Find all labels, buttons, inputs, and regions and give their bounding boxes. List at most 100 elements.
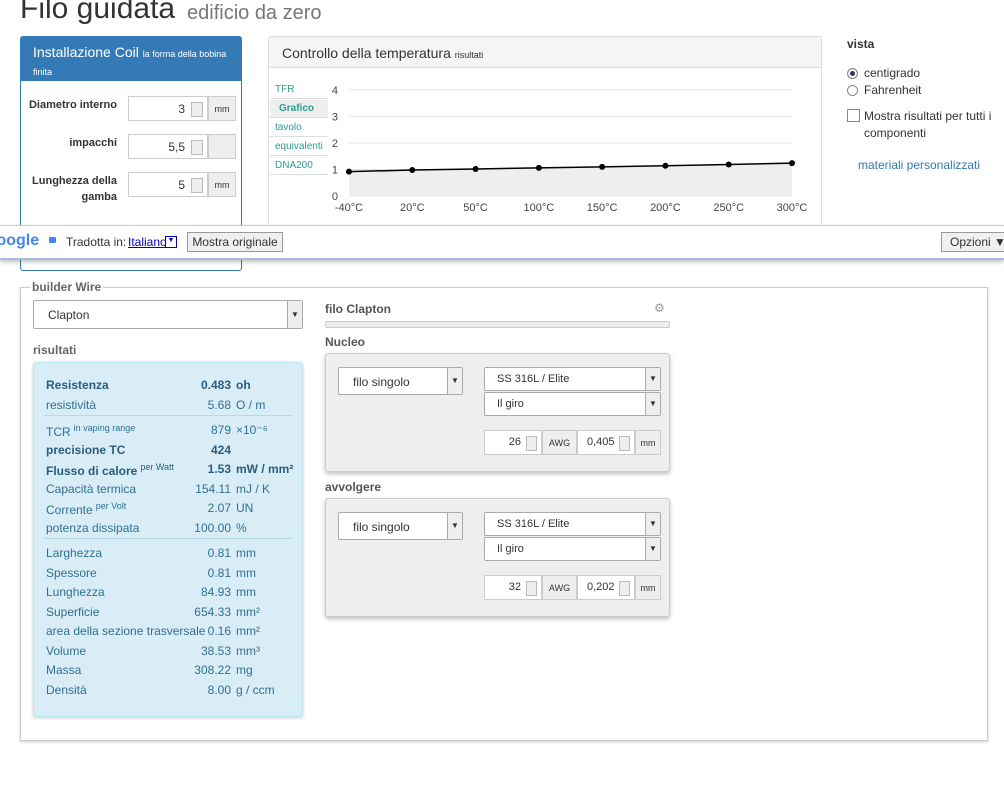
custom-materials-link[interactable]: materiali personalizzati <box>858 158 981 172</box>
gauge-input[interactable]: 32 <box>484 575 542 600</box>
result-label: Corrente per Volt <box>46 501 126 517</box>
result-name: resistività <box>46 397 97 412</box>
result-name: Capacità termica <box>46 481 137 496</box>
result-value: 8.00 <box>207 682 231 697</box>
result-label: Volume <box>46 644 86 658</box>
result-value: 2.07 <box>207 501 231 515</box>
checkbox[interactable] <box>847 109 860 122</box>
results-box: Resistenza 0.483 oh resistività 5.68 O / m TCR… <box>33 362 303 717</box>
chart-tab[interactable]: Grafico <box>270 100 328 118</box>
radio[interactable] <box>847 68 858 79</box>
result-note: in vaping range <box>73 423 136 433</box>
x-tick-label: -40°C <box>335 202 363 214</box>
area <box>349 163 792 196</box>
point <box>472 165 479 172</box>
view-title: vista <box>847 37 875 51</box>
diameter-unit: mm <box>635 575 661 600</box>
result-label: potenza dissipata <box>46 521 139 535</box>
coil-header <box>21 37 241 81</box>
field-label: impacchi <box>69 137 117 149</box>
result-unit: UN <box>236 501 254 515</box>
material-select[interactable]: SS 316L / Elite ▼ <box>484 367 661 391</box>
wire-type: Clapton <box>48 308 90 322</box>
result-unit: mm <box>236 565 256 580</box>
select-arrow: ▼ <box>645 368 660 390</box>
kind-select[interactable]: filo singolo ▼ <box>338 367 463 395</box>
translate-bar: Google Tradotta in: Italiano ▼ Mostra or… <box>0 225 1004 260</box>
select-arrow: ▼ <box>287 301 302 328</box>
language-dropdown[interactable]: ▼ <box>165 236 177 248</box>
field-addon: mm <box>208 96 236 121</box>
result-unit: g / ccm <box>236 682 275 697</box>
spinner <box>526 581 537 596</box>
result-name: Larghezza <box>46 546 103 560</box>
result-note: per Watt <box>140 462 175 472</box>
settings-icon[interactable]: ⚙ <box>654 301 665 315</box>
radio-label[interactable]: centigrado <box>864 66 921 80</box>
twist-select[interactable]: Il giro ▼ <box>484 537 661 561</box>
result-label: area della sezione trasversale <box>46 624 205 638</box>
temperature-panel: Controllo della temperatura risultati <box>268 36 822 238</box>
radio[interactable] <box>847 85 858 96</box>
field-input[interactable]: 5 <box>128 172 208 197</box>
page-title: Filo guidata <box>20 0 176 25</box>
page-subtitle: edificio da zero <box>187 2 322 24</box>
language-link[interactable]: Italiano <box>128 235 167 249</box>
field-input[interactable]: 5,5 <box>128 134 208 159</box>
result-name: Volume <box>46 643 87 658</box>
result-name: area della sezione trasversale <box>46 624 206 638</box>
result-value: 0.81 <box>207 546 231 560</box>
point <box>599 163 606 170</box>
coil-subtitle: la forma della bobina finita <box>33 49 227 77</box>
result-value: 84.93 <box>200 585 231 599</box>
twist-select[interactable]: Il giro ▼ <box>484 392 661 416</box>
y-tick-label: 2 <box>332 138 338 150</box>
checkbox-label[interactable]: Mostra risultati per tutti i componenti <box>864 109 992 140</box>
diameter: 0,202 <box>587 581 615 593</box>
result-unit: oh <box>236 378 251 392</box>
result-value: 0.16 <box>207 624 231 638</box>
show-original-button[interactable]: Mostra originale <box>187 232 283 252</box>
options-button[interactable]: Opzioni ▼ <box>941 232 1004 252</box>
result-label: Capacità termica <box>46 482 136 496</box>
y-tick-label: 0 <box>332 191 338 203</box>
point <box>725 161 732 168</box>
diameter-input[interactable]: 0,405 <box>577 430 635 455</box>
material-select[interactable]: SS 316L / Elite ▼ <box>484 512 661 536</box>
x-tick-label: 20°C <box>400 202 425 214</box>
temperature-header <box>269 37 821 68</box>
chart-tab[interactable]: TFR <box>270 81 328 99</box>
chart-tab[interactable]: equivalenti <box>270 138 328 156</box>
x-tick-label: 150°C <box>587 202 618 214</box>
wire-type-select[interactable]: Clapton ▼ <box>33 300 303 329</box>
result-label: Superficie <box>46 605 99 619</box>
select-arrow: ▼ <box>447 513 462 539</box>
kind-select[interactable]: filo singolo ▼ <box>338 512 463 540</box>
result-value: 424 <box>210 442 231 457</box>
result-value: 308.22 <box>194 663 231 677</box>
section-title: Nucleo <box>325 335 366 349</box>
spinner <box>191 178 203 193</box>
results-title: risultati <box>33 343 77 357</box>
result-label: Lunghezza <box>46 585 105 599</box>
select-arrow: ▼ <box>447 368 462 394</box>
point <box>409 167 416 174</box>
x-tick-label: 300°C <box>777 202 808 214</box>
chart-tab[interactable]: tavolo <box>270 119 328 137</box>
radio-label[interactable]: Fahrenheit <box>864 83 922 97</box>
diameter-input[interactable]: 0,202 <box>577 575 635 600</box>
result-label: Larghezza <box>46 546 102 560</box>
chart-tab[interactable]: DNA200 <box>270 157 328 175</box>
x-tick-label: 200°C <box>650 202 681 214</box>
result-value: 5.68 <box>207 397 231 412</box>
result-name: Resistenza <box>46 378 109 392</box>
section-box: filo singolo ▼ SS 316L / Elite ▼ Il giro ▼ 26 A… <box>325 353 670 472</box>
gauge-input[interactable]: 26 <box>484 430 542 455</box>
result-note: per Volt <box>95 501 127 511</box>
diameter: 0,405 <box>587 436 615 448</box>
point <box>662 162 669 169</box>
builder-legend: builder Wire <box>30 280 104 294</box>
temperature-chart: 0 1 2 3 4 -40°C 20°C 50°C 100°C 150°C 200°C 250°C 30… <box>332 85 808 214</box>
select-arrow: ▼ <box>645 538 660 560</box>
field-input[interactable]: 3 <box>128 96 208 121</box>
